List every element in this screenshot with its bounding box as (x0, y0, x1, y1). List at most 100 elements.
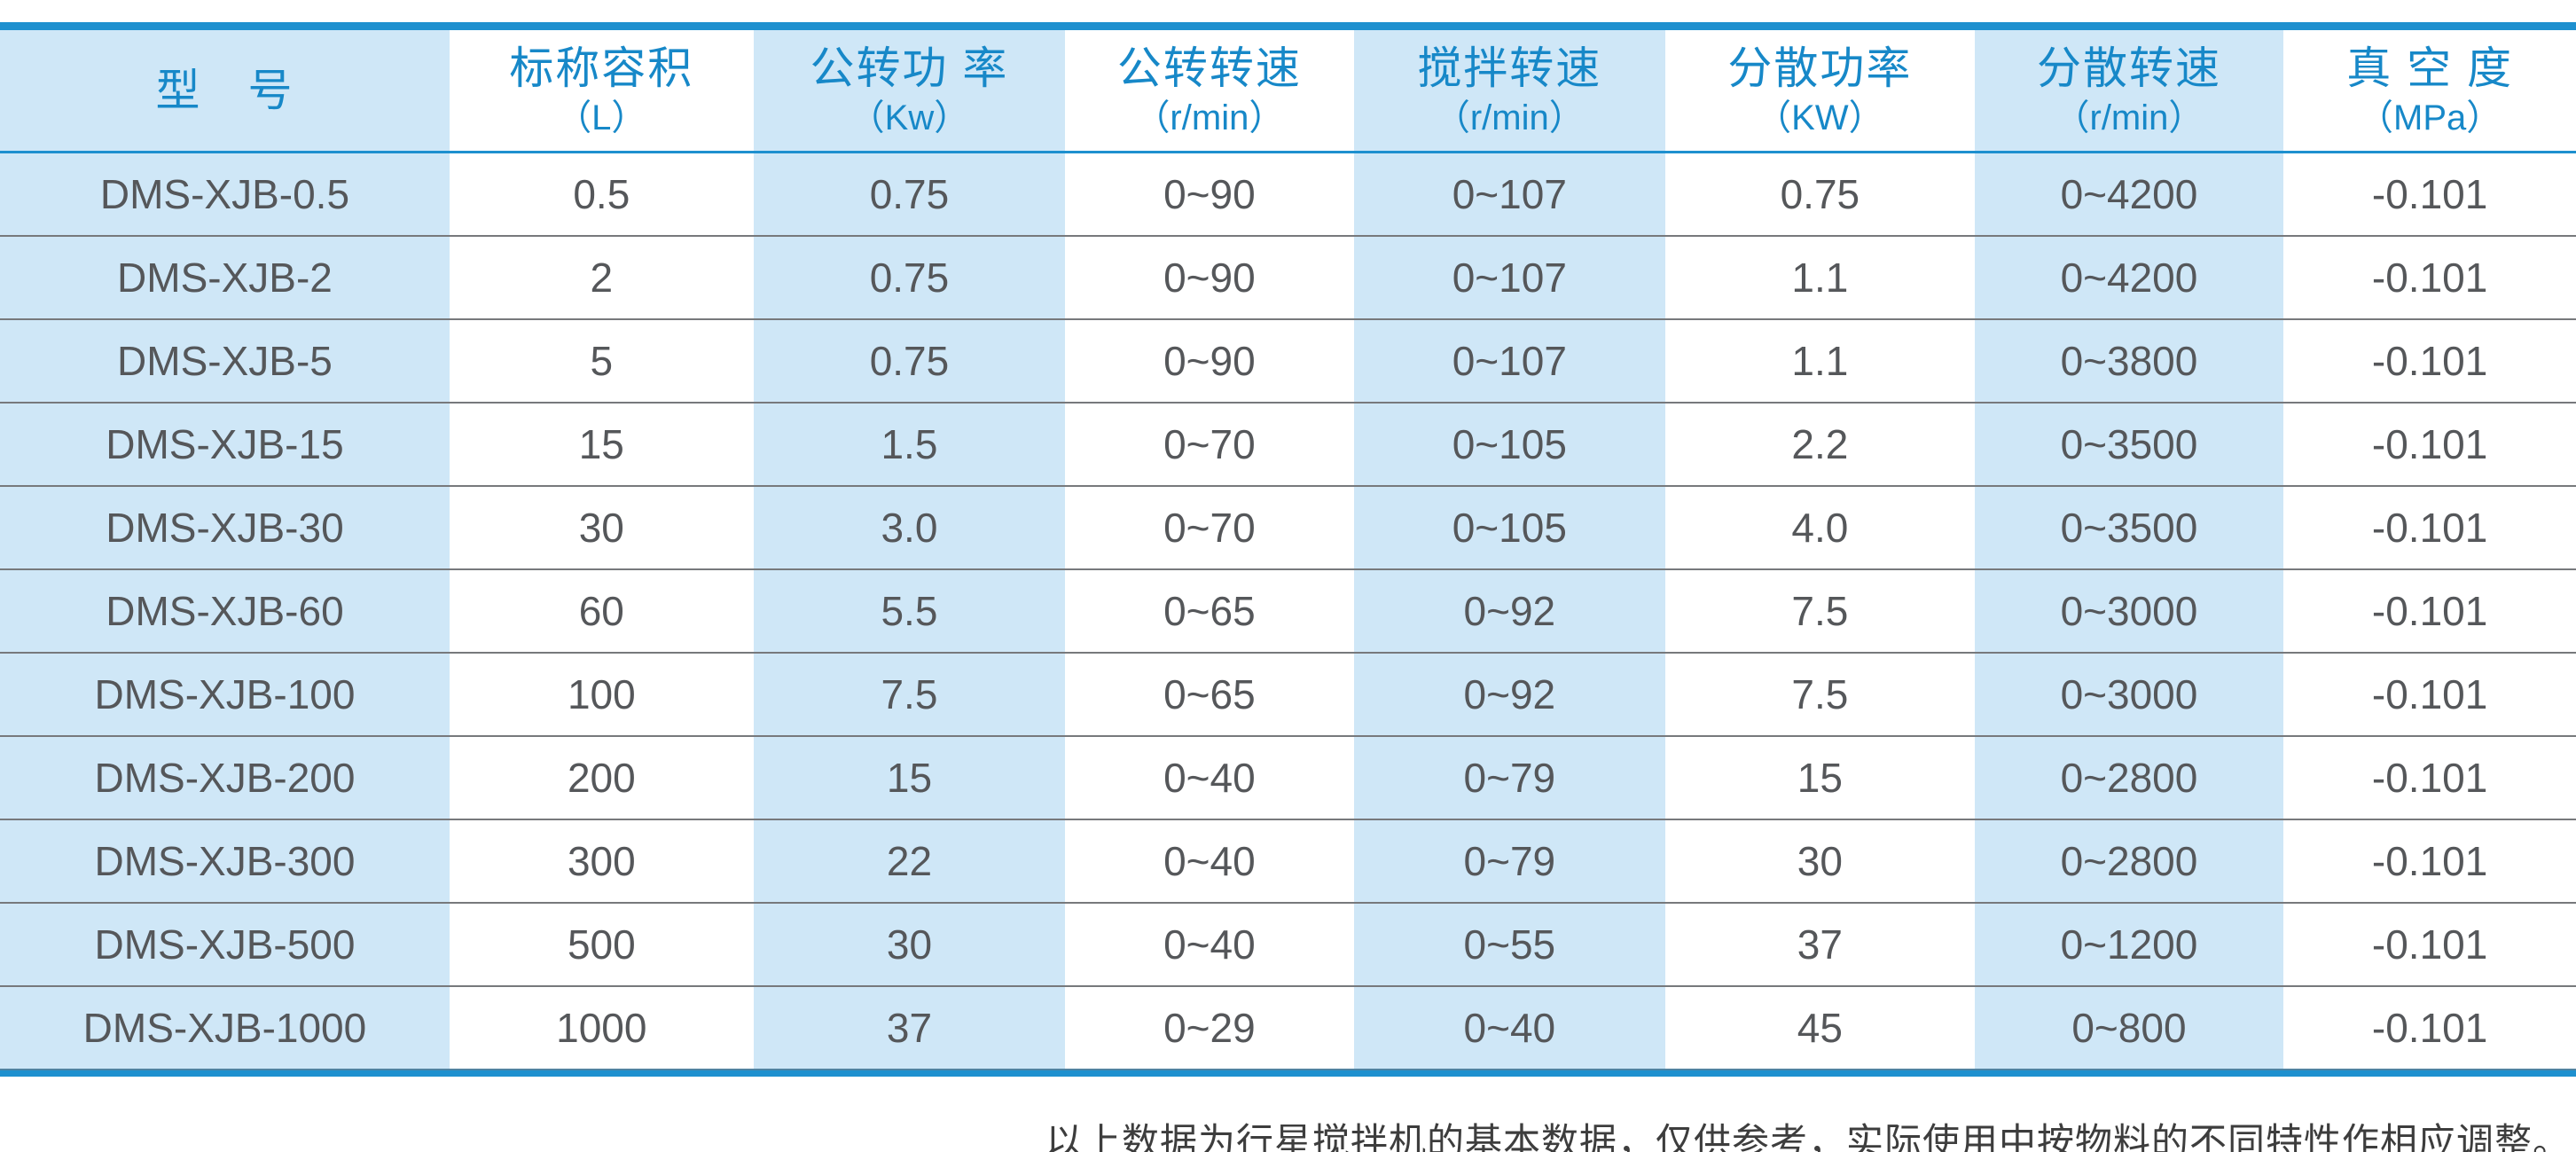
table-cell: 0~40 (1065, 736, 1354, 820)
table-cell: 0~3500 (1974, 403, 2284, 487)
column-unit: （L） (556, 98, 647, 137)
table-cell: -0.101 (2283, 569, 2576, 654)
table-cell: -0.101 (2371, 1005, 2488, 1051)
model-cell: DMS-XJB-200 (0, 736, 450, 820)
table-cell: 4.0 (1665, 486, 1975, 570)
table-cell: 500 (449, 903, 754, 987)
table-cell: -0.101 (2283, 152, 2576, 237)
table-cell: 0~40 (1065, 819, 1354, 904)
table-cell: -0.101 (2283, 319, 2576, 404)
table-cell: 0~70 (1065, 403, 1354, 487)
table-cell: 22 (753, 819, 1066, 904)
table-cell: 1000 (556, 1005, 647, 1051)
table-cell: 45 (1797, 1005, 1843, 1051)
table-cell: 0~3000 (1974, 569, 2284, 654)
model-cell: DMS-XJB-60 (0, 569, 450, 654)
table-cell: 0~40 (1353, 986, 1666, 1069)
footnote-text: 以上数据为行星搅拌机的基本数据，仅供参考，实际使用中按物料的不同特性作相应调整。 (1045, 1120, 2571, 1152)
table-cell: 0~92 (1353, 569, 1666, 654)
table-cell: 1.1 (1665, 319, 1975, 404)
table-bottom-rule (0, 1069, 2576, 1077)
column-header-7: 真 空 度 （MPa） (2283, 30, 2576, 153)
table-cell: -0.101 (2283, 486, 2576, 570)
spec-table-header: 型 号 标称容积 （L） 公转功 率 （Kw） 公转转速 （r/min） 搅拌转速 （r/min… (0, 30, 2576, 153)
table-cell: 300 (449, 819, 754, 904)
table-cell: 0~2800 (1974, 736, 2284, 820)
model-cell: DMS-XJB-0.5 (0, 152, 450, 237)
table-cell: 60 (449, 569, 754, 654)
column-unit: （Kw） (849, 98, 970, 137)
model-cell: DMS-XJB-500 (0, 903, 450, 987)
table-cell: 0~40 (1065, 903, 1354, 987)
table-cell: 0~107 (1353, 319, 1666, 404)
table-row: DMS-XJB-1000 1000 37 0~29 0~40 45 0~800 -0.101 (0, 986, 2576, 1069)
spec-table: 型 号 标称容积 （L） 公转功 率 （Kw） 公转转速 （r/min） 搅拌转速 （r/min… (0, 30, 2576, 1069)
model-cell: DMS-XJB-100 (0, 653, 450, 737)
table-cell: -0.101 (2283, 736, 2576, 820)
column-header-4: 搅拌转速 （r/min） (1353, 30, 1666, 153)
column-header-5: 分散功率 （KW） (1665, 30, 1975, 153)
column-header-1: 标称容积 （L） (449, 30, 754, 153)
table-cell: 15 (753, 736, 1066, 820)
table-cell: 30 (449, 486, 754, 570)
model-cell: DMS-XJB-1000 (0, 986, 450, 1069)
table-cell: 7.5 (1665, 653, 1975, 737)
table-cell: 0~70 (1065, 486, 1354, 570)
table-row: DMS-XJB-60 60 5.5 0~65 0~92 7.5 0~3000 -0.101 (0, 569, 2576, 654)
column-unit: （r/min） (1134, 98, 1285, 137)
table-cell: 15 (449, 403, 754, 487)
table-cell: 0~92 (1353, 653, 1666, 737)
table-cell: 0.75 (1665, 152, 1975, 237)
table-cell: 0~3800 (1974, 319, 2284, 404)
table-row: DMS-XJB-2 2 0.75 0~90 0~107 1.1 0~4200 -0.101 (0, 236, 2576, 320)
table-row: DMS-XJB-5 5 0.75 0~90 0~107 1.1 0~3800 -0.101 (0, 319, 2576, 404)
table-cell: 0~3000 (1974, 653, 2284, 737)
table-cell: 0.75 (753, 236, 1066, 320)
table-cell: 0~1200 (1974, 903, 2284, 987)
column-unit: （KW） (1756, 98, 1884, 137)
table-cell: 30 (753, 903, 1066, 987)
table-cell: 2.2 (1665, 403, 1975, 487)
model-cell: DMS-XJB-2 (0, 236, 450, 320)
table-row: DMS-XJB-500 500 30 0~40 0~55 37 0~1200 -0.101 (0, 903, 2576, 987)
table-cell: 1.5 (753, 403, 1066, 487)
table-cell: 0~90 (1065, 152, 1354, 237)
column-label: 标称容积 (509, 43, 694, 93)
column-unit: （r/min） (1434, 98, 1585, 137)
column-header-6: 分散转速 （r/min） (1974, 30, 2284, 153)
table-cell: 0~3500 (1974, 486, 2284, 570)
table-cell: 0~90 (1065, 236, 1354, 320)
table-cell: 7.5 (1665, 569, 1975, 654)
table-cell: 0.5 (449, 152, 754, 237)
table-cell: -0.101 (2283, 903, 2576, 987)
table-cell: -0.101 (2283, 236, 2576, 320)
table-cell: 0~2800 (1974, 819, 2284, 904)
column-label: 分散转速 (2036, 43, 2221, 93)
table-cell: 0~107 (1353, 152, 1666, 237)
table-cell: 0~65 (1065, 569, 1354, 654)
column-label: 型 号 (155, 66, 294, 115)
column-label: 真 空 度 (2346, 43, 2514, 93)
column-label: 搅拌转速 (1417, 43, 1602, 93)
table-cell: 2 (449, 236, 754, 320)
table-row: DMS-XJB-0.5 0.5 0.75 0~90 0~107 0.75 0~4200 -0.… (0, 152, 2576, 237)
table-cell: 3.0 (753, 486, 1066, 570)
table-cell: 100 (449, 653, 754, 737)
table-cell: 200 (449, 736, 754, 820)
table-cell: 0~4200 (1974, 236, 2284, 320)
table-row: DMS-XJB-30 30 3.0 0~70 0~105 4.0 0~3500 -0.101 (0, 486, 2576, 570)
spec-table-body: DMS-XJB-0.5 0.5 0.75 0~90 0~107 0.75 0~4200 -0.… (0, 152, 2576, 1069)
column-header-0: 型 号 (0, 30, 450, 153)
table-cell: -0.101 (2283, 819, 2576, 904)
table-cell: 0.75 (753, 152, 1066, 237)
model-cell: DMS-XJB-300 (0, 819, 450, 904)
table-row: DMS-XJB-200 200 15 0~40 0~79 15 0~2800 -0.101 (0, 736, 2576, 820)
table-cell: 0~29 (1163, 1005, 1256, 1051)
table-cell: -0.101 (2283, 403, 2576, 487)
table-cell: 0~105 (1353, 486, 1666, 570)
table-cell: 5.5 (753, 569, 1066, 654)
table-cell: 5 (449, 319, 754, 404)
column-unit: （MPa） (2358, 98, 2502, 137)
column-label: 公转转速 (1116, 43, 1302, 93)
